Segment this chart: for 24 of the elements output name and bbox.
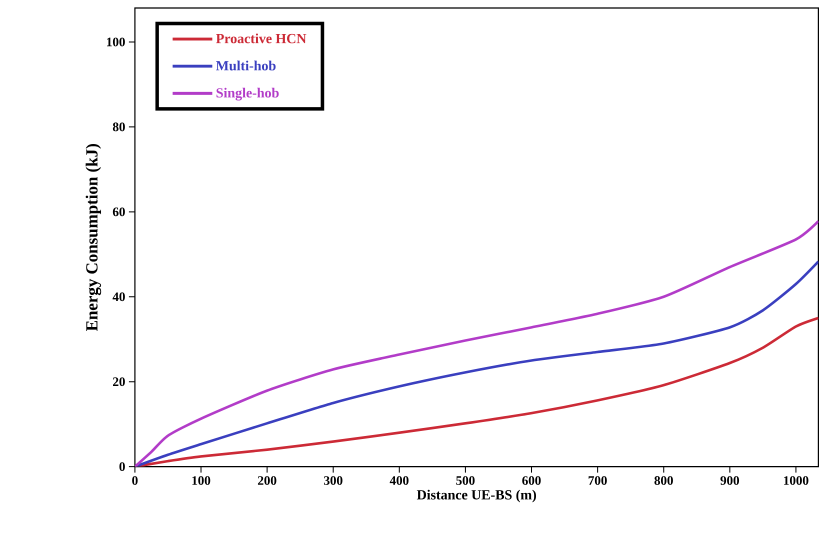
x-tick-label: 600 [522, 476, 541, 486]
legend-label: Single-hob [216, 88, 279, 101]
y-tick-label: 0 [119, 462, 125, 472]
x-axis-title: Distance UE-BS (m) [416, 490, 536, 503]
x-tick-label: 0 [132, 476, 138, 486]
legend-label: Proactive HCN [216, 34, 306, 44]
y-tick-label: 60 [112, 208, 125, 216]
line-series [134, 260, 818, 467]
y-tick-label: 20 [113, 378, 125, 386]
line-series [134, 220, 818, 467]
x-tick-label: 400 [390, 476, 409, 486]
x-tick-label: 100 [192, 476, 210, 486]
y-tick-label: 100 [107, 38, 125, 47]
x-tick-label: 900 [720, 476, 740, 486]
legend-label: Multi-hob [216, 60, 276, 71]
x-tick-label: 800 [654, 476, 673, 486]
x-tick-label: 300 [324, 476, 342, 486]
y-tick-label: 40 [112, 292, 125, 302]
x-tick-label: 1000 [784, 476, 808, 486]
x-tick-label: 200 [258, 476, 276, 486]
y-tick-label: 80 [112, 122, 125, 132]
x-tick-label: 500 [456, 476, 475, 486]
y-axis-title: Energy Consumption (kJ) [86, 144, 102, 332]
x-tick-label: 700 [588, 476, 607, 486]
